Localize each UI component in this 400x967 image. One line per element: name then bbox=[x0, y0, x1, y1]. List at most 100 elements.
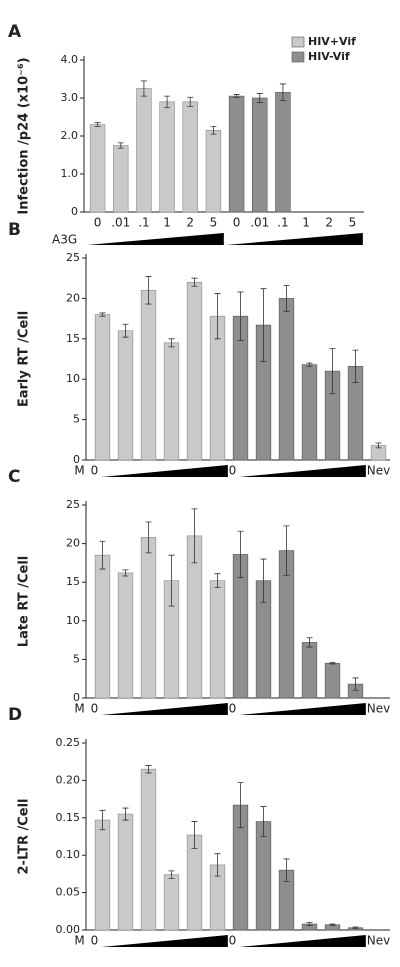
bar bbox=[117, 572, 134, 699]
y-tick-label: 0.05 bbox=[56, 886, 81, 899]
legend-label: HIV+Vif bbox=[308, 35, 356, 48]
error-bar bbox=[352, 677, 359, 691]
bar bbox=[140, 290, 157, 461]
bar bbox=[186, 834, 203, 931]
error-bar bbox=[260, 288, 267, 362]
y-tick-label: 20 bbox=[66, 537, 80, 550]
x-tick-label: 0 bbox=[229, 464, 237, 478]
error-bar bbox=[283, 285, 290, 312]
error-bar bbox=[122, 569, 129, 577]
bar bbox=[117, 813, 134, 931]
error-bar bbox=[283, 525, 290, 576]
x-tick-label: 1 bbox=[163, 216, 171, 230]
error-bar bbox=[256, 93, 263, 103]
error-bar bbox=[145, 521, 152, 554]
y-tick-label: 15 bbox=[66, 332, 80, 345]
y-tick-label: 0.20 bbox=[56, 773, 81, 786]
y-tick-label: 10 bbox=[66, 372, 80, 385]
error-bar bbox=[352, 926, 359, 929]
x-tick-label: 0 bbox=[91, 464, 99, 478]
y-tick-label: 15 bbox=[66, 575, 80, 588]
bar bbox=[94, 314, 111, 461]
y-tick-label: 0 bbox=[73, 691, 80, 704]
error-bar bbox=[122, 323, 129, 338]
panel-letter: C bbox=[8, 467, 20, 487]
y-tick-label: 5 bbox=[73, 413, 80, 426]
y-tick-label: 0 bbox=[71, 205, 78, 218]
x-tick-label: M bbox=[74, 464, 84, 478]
error-bar bbox=[99, 312, 106, 317]
error-bar bbox=[306, 362, 313, 367]
ramp bbox=[239, 935, 366, 947]
bar bbox=[255, 821, 272, 931]
panel-letter: A bbox=[8, 22, 22, 42]
error-bar bbox=[329, 923, 336, 926]
y-axis-label: Early RT /Cell bbox=[17, 311, 32, 407]
error-bar bbox=[329, 662, 336, 665]
error-bar bbox=[145, 276, 152, 305]
error-bar bbox=[168, 554, 175, 607]
error-bar bbox=[191, 821, 198, 849]
x-tick-label: 0 bbox=[91, 934, 99, 948]
legend-swatch bbox=[291, 36, 305, 48]
ramp bbox=[101, 703, 228, 715]
bar bbox=[159, 101, 175, 213]
y-tick-label: 25 bbox=[66, 498, 80, 511]
bar bbox=[140, 537, 157, 699]
bar bbox=[94, 819, 111, 931]
ramp bbox=[239, 465, 366, 477]
error-bar bbox=[233, 94, 240, 99]
error-bar bbox=[168, 870, 175, 879]
bar bbox=[89, 124, 106, 213]
x-tick-label: 0 bbox=[229, 934, 237, 948]
ramp bbox=[239, 703, 366, 715]
bar bbox=[228, 95, 245, 213]
x-tick-label: 5 bbox=[210, 216, 218, 230]
error-bar bbox=[260, 806, 267, 837]
error-bar bbox=[237, 530, 244, 578]
error-bar bbox=[94, 122, 101, 127]
y-tick-label: 0.10 bbox=[56, 848, 81, 861]
error-bar bbox=[375, 442, 382, 449]
bar bbox=[252, 97, 268, 213]
y-axis-label: Infection /p24 (x10⁻⁶) bbox=[17, 57, 32, 214]
y-tick-label: 10 bbox=[66, 614, 80, 627]
x-tick-label: M bbox=[74, 702, 84, 716]
panel-letter: D bbox=[8, 705, 22, 725]
error-bar bbox=[329, 348, 336, 395]
x-tick-label: 5 bbox=[349, 216, 357, 230]
ramp bbox=[101, 935, 228, 947]
error-bar bbox=[140, 80, 147, 97]
y-tick-label: 0.00 bbox=[56, 923, 81, 936]
x-tick-label: Nev bbox=[367, 702, 390, 716]
error-bar bbox=[306, 637, 313, 648]
error-bar bbox=[279, 83, 286, 102]
error-bar bbox=[99, 540, 106, 570]
y-tick-label: 4.0 bbox=[61, 53, 79, 66]
error-bar bbox=[237, 782, 244, 828]
error-bar bbox=[145, 765, 152, 774]
y-tick-label: 25 bbox=[66, 251, 80, 264]
y-axis-label: Late RT /Cell bbox=[17, 556, 32, 647]
error-bar bbox=[122, 807, 129, 821]
bar bbox=[140, 768, 157, 931]
error-bar bbox=[237, 291, 244, 341]
error-bar bbox=[283, 858, 290, 882]
ramp bbox=[226, 233, 363, 245]
ramp-label: A3G bbox=[52, 233, 77, 247]
bar bbox=[205, 130, 222, 213]
error-bar bbox=[99, 809, 106, 831]
ramp bbox=[87, 233, 224, 245]
x-tick-label: 2 bbox=[186, 216, 194, 230]
bar bbox=[301, 364, 318, 461]
bar bbox=[163, 342, 180, 461]
x-tick-label: .1 bbox=[277, 216, 288, 230]
bar bbox=[117, 330, 134, 461]
bar bbox=[275, 92, 291, 213]
legend-label: HIV-Vif bbox=[308, 50, 350, 63]
error-bar bbox=[210, 126, 217, 135]
bar bbox=[136, 88, 152, 213]
error-bar bbox=[260, 558, 267, 603]
y-tick-label: 1.0 bbox=[61, 167, 79, 180]
